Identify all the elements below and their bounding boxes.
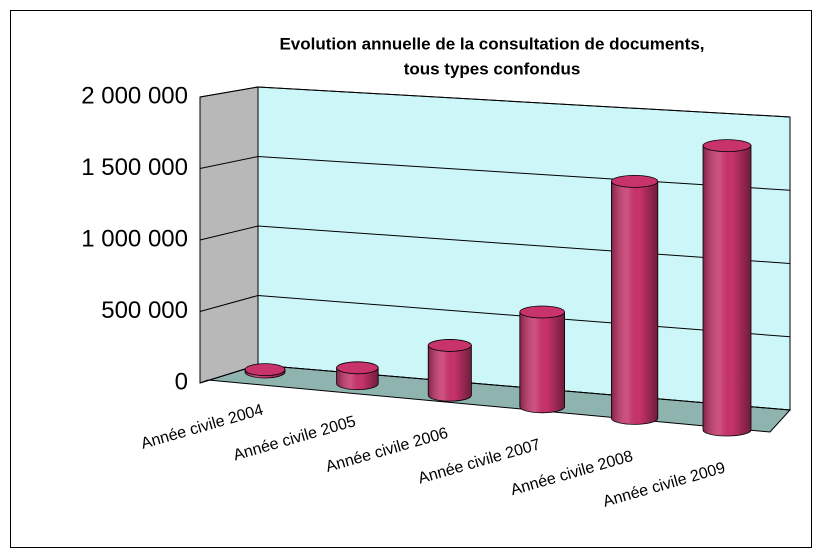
side-wall	[199, 86, 259, 384]
bar-shade	[611, 181, 658, 425]
bar	[702, 139, 752, 437]
y-tick-label: 1 000 000	[81, 225, 188, 252]
chart-title: tous types confondus	[404, 59, 581, 78]
bar	[610, 174, 659, 425]
bar-top	[427, 339, 472, 352]
chart-title: Evolution annuelle de la consultation de…	[279, 34, 704, 53]
bar-shade	[703, 145, 751, 436]
bar-top	[519, 305, 565, 319]
y-tick-label: 1 500 000	[81, 154, 188, 181]
y-tick-label: 500 000	[101, 297, 188, 324]
bar	[336, 361, 379, 390]
bar-shade	[428, 345, 472, 402]
bar	[519, 305, 565, 414]
bar	[427, 339, 472, 402]
bar	[244, 363, 286, 379]
grid-line	[199, 86, 791, 118]
y-tick-label: 0	[175, 368, 188, 395]
bar-shade	[519, 312, 565, 413]
bar-top	[244, 363, 286, 377]
y-tick-label: 2 000 000	[81, 82, 188, 109]
bar-top	[610, 174, 659, 188]
bar-top	[702, 139, 752, 153]
bar-top	[336, 361, 379, 375]
